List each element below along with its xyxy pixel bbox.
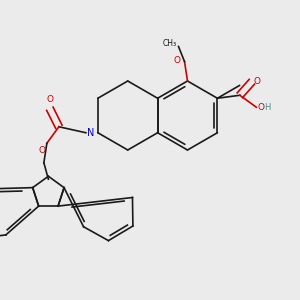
Text: O: O	[254, 77, 260, 86]
Text: O: O	[258, 103, 265, 112]
Text: N: N	[87, 128, 94, 138]
Text: O: O	[46, 95, 53, 104]
Text: O: O	[38, 146, 45, 155]
Text: CH₃: CH₃	[163, 39, 177, 48]
Text: O: O	[173, 56, 180, 64]
Text: H: H	[264, 103, 270, 112]
